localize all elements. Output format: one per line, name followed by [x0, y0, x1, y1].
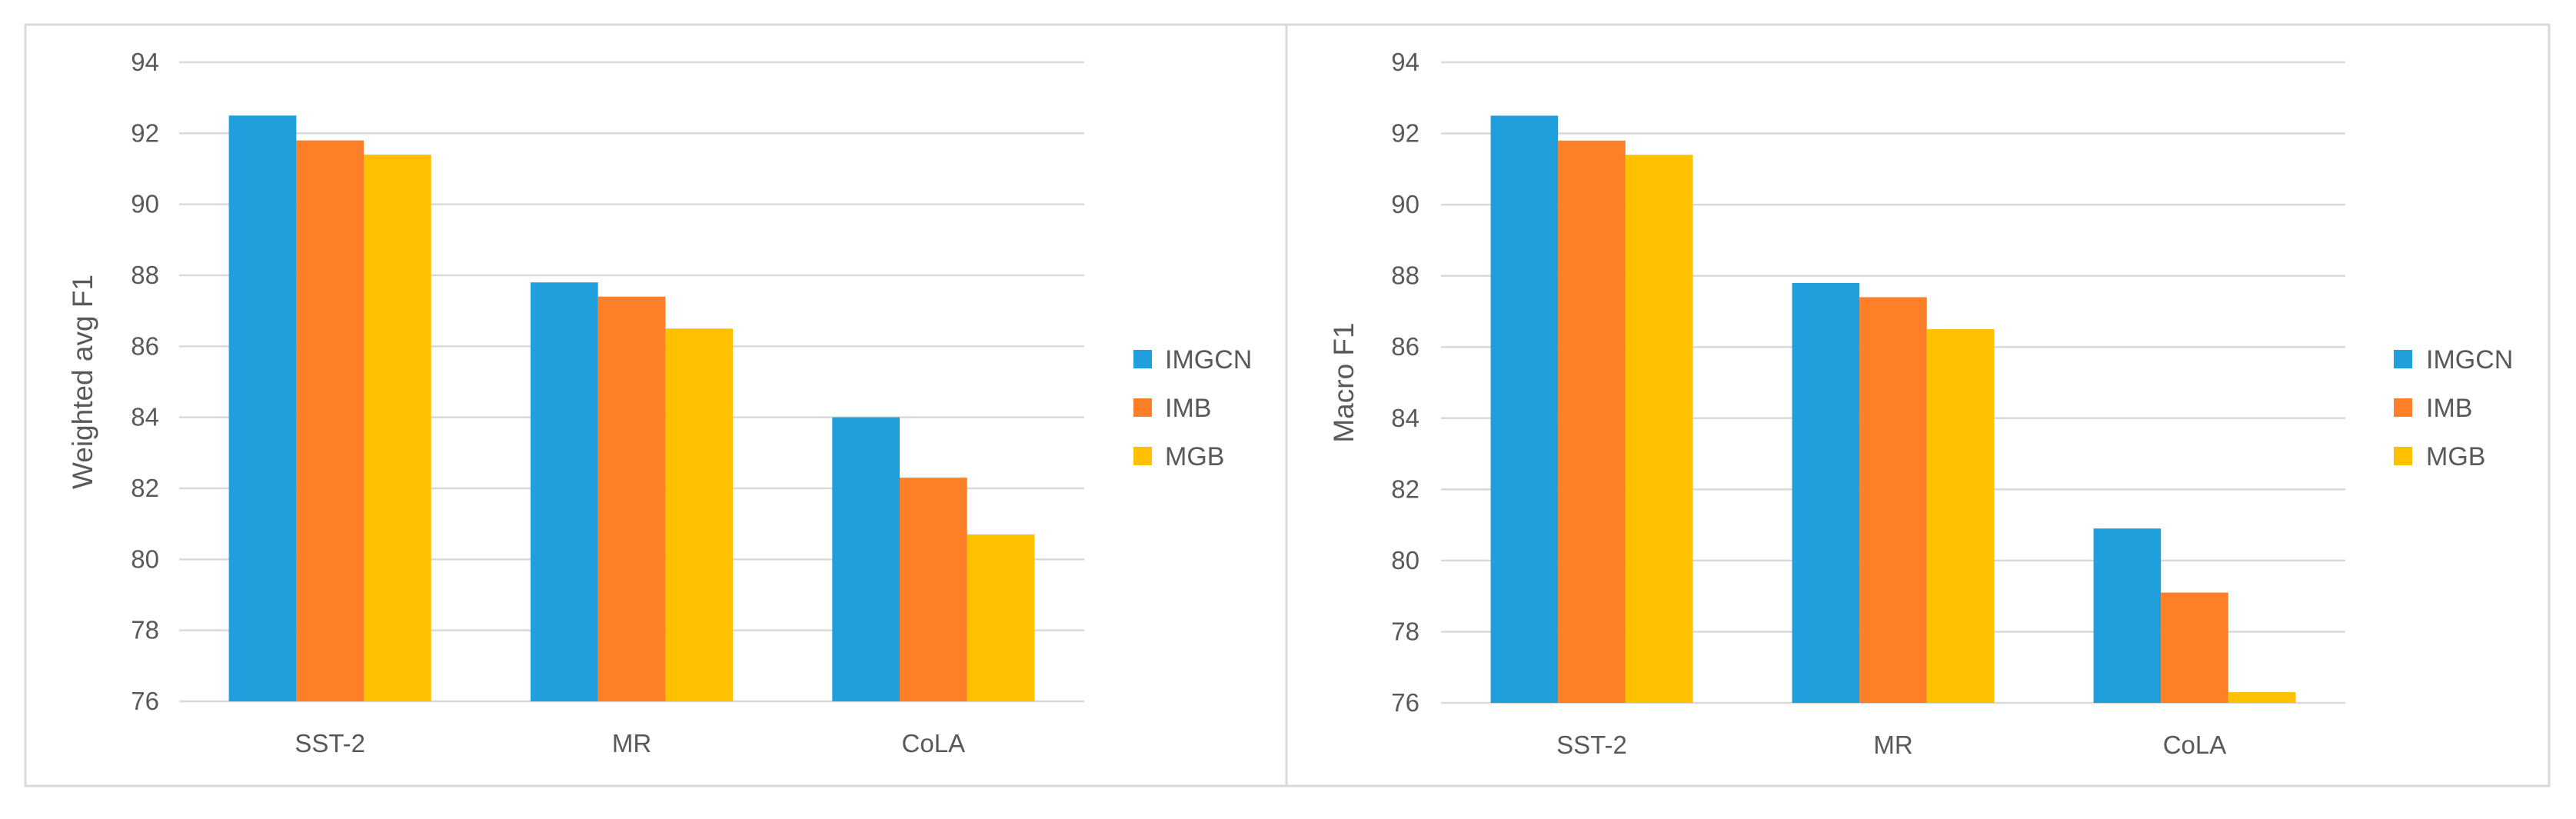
bar-imgcn-sst-2: [1490, 115, 1559, 703]
y-tick-label: 82: [1391, 474, 1419, 503]
bar-mgb-sst-2: [1625, 155, 1693, 704]
x-tick-label: SST-2: [1556, 731, 1627, 759]
y-axis-title: Weighted avg F1: [67, 275, 98, 489]
x-tick-label: MR: [612, 729, 651, 757]
y-tick-label: 88: [1391, 261, 1419, 290]
legend-label-imgcn: IMGCN: [1165, 345, 1252, 375]
legend: IMGCN IMB MGB: [1133, 345, 1252, 471]
bar-imgcn-mr: [530, 282, 598, 701]
legend-swatch-imgcn: [2394, 350, 2412, 368]
y-tick-label: 92: [1391, 119, 1419, 148]
bar-imb-sst-2: [1558, 140, 1626, 704]
y-tick-label: 86: [131, 331, 159, 360]
y-tick-label: 86: [1391, 332, 1419, 361]
legend-swatch-imb: [1133, 398, 1152, 417]
legend-swatch-imgcn: [1133, 350, 1152, 368]
bar-imgcn-cola: [832, 417, 900, 701]
y-tick-label: 82: [131, 474, 159, 502]
bar-imb-sst-2: [296, 140, 364, 702]
bar-mgb-mr: [665, 328, 734, 701]
bar-mgb-cola: [2228, 692, 2296, 703]
legend-label-imb: IMB: [1165, 394, 1211, 423]
bar-imb-mr: [1859, 297, 1927, 703]
legend-label-imgcn: IMGCN: [2426, 345, 2513, 375]
bar-mgb-cola: [967, 534, 1035, 701]
x-tick-label: CoLA: [2163, 731, 2227, 759]
y-tick-label: 88: [131, 261, 159, 289]
legend: IMGCN IMB MGB: [2394, 345, 2513, 471]
legend-swatch-mgb: [2394, 447, 2412, 465]
y-tick-label: 94: [1391, 48, 1419, 76]
y-tick-label: 80: [131, 544, 159, 573]
y-tick-label: 76: [131, 687, 159, 715]
y-tick-label: 76: [1391, 688, 1419, 717]
legend-label-mgb: MGB: [1165, 442, 1224, 471]
x-tick-label: CoLA: [902, 729, 966, 757]
y-tick-label: 90: [131, 190, 159, 218]
chart-panel-2: 76 78 80 82 84 86 88 90 92 94 Macro F1 SST-2 MR CoLA I…: [1285, 23, 2551, 787]
bar-imgcn-sst-2: [228, 115, 297, 701]
bar-imgcn-cola: [2093, 528, 2162, 703]
y-axis-title: Macro F1: [1328, 322, 1360, 442]
y-tick-label: 94: [131, 48, 159, 76]
bar-imb-cola: [899, 478, 967, 701]
y-tick-label: 84: [131, 403, 159, 431]
y-tick-label: 78: [131, 616, 159, 644]
legend-swatch-imb: [2394, 398, 2412, 417]
y-tick-label: 90: [1391, 190, 1419, 218]
bar-imgcn-mr: [1792, 282, 1860, 703]
x-tick-label: MR: [1873, 731, 1912, 759]
y-tick-label: 80: [1391, 546, 1419, 574]
y-tick-label: 84: [1391, 404, 1419, 432]
bar-imb-mr: [597, 296, 666, 701]
bar-imb-cola: [2161, 592, 2228, 703]
bar-mgb-mr: [1926, 329, 1995, 703]
y-tick-label: 78: [1391, 617, 1419, 645]
bar-mgb-sst-2: [364, 155, 431, 702]
legend-label-mgb: MGB: [2426, 442, 2485, 471]
legend-label-imb: IMB: [2426, 394, 2472, 423]
y-tick-label: 92: [131, 118, 159, 147]
chart-panel-1: 76 78 80 82 84 86 88 90 92 94 Weighted avg F1 SST-2…: [24, 23, 1288, 787]
x-tick-label: SST-2: [295, 729, 365, 757]
legend-swatch-mgb: [1133, 447, 1152, 465]
